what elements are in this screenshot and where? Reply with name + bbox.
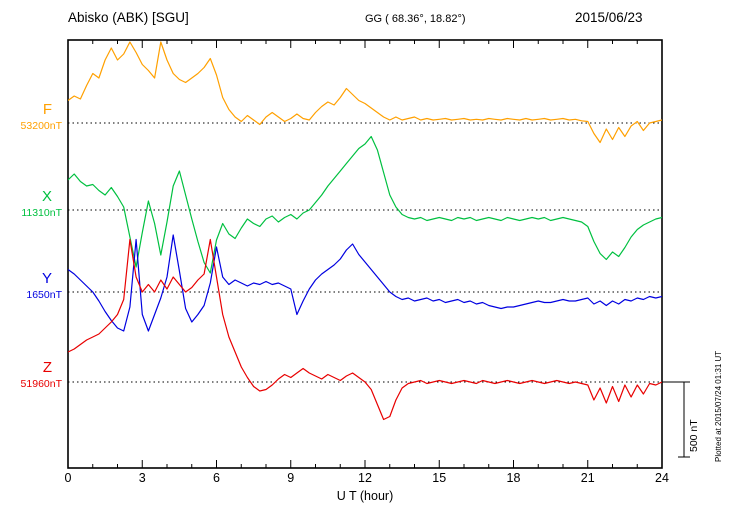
date-label: 2015/06/23 — [575, 10, 643, 25]
series-label-f: F — [42, 101, 52, 118]
series-group-x: X 11310nT — [2, 189, 62, 219]
series-group-f: F 53200nT — [2, 102, 62, 132]
x-tick-label: 3 — [138, 471, 146, 485]
x-tick-label: 15 — [432, 471, 447, 485]
scale-bar-label: 500 nT — [688, 419, 700, 452]
x-tick-label: 24 — [655, 471, 669, 485]
series-group-z: Z 51960nT — [2, 360, 62, 390]
x-tick-label: 18 — [506, 471, 521, 485]
x-tick-label: 12 — [358, 471, 372, 485]
x-tick-label: 21 — [580, 471, 595, 485]
x-tick-label: 6 — [213, 471, 220, 485]
series-label-y: Y — [41, 270, 52, 287]
x-tick-label: 9 — [287, 471, 295, 485]
series-baseline-z: 51960nT — [20, 378, 62, 390]
series-baseline-f: 53200nT — [20, 120, 62, 132]
series-label-x: X — [41, 188, 52, 205]
station-title: Abisko (ABK) [SGU] — [68, 10, 189, 25]
x-axis-title: U T (hour) — [336, 489, 394, 503]
plotted-at-note: Plotted at 2015/07/24 01:31 UT — [714, 350, 723, 462]
series-baseline-y: 1650nT — [26, 289, 62, 301]
geographic-coords-label: GG ( 68.36°, 18.82°) — [365, 13, 466, 25]
series-group-y: Y 1650nT — [2, 271, 62, 301]
series-label-z: Z — [42, 359, 52, 376]
series-baseline-x: 11310nT — [21, 207, 62, 219]
x-tick-label: 0 — [64, 471, 72, 485]
